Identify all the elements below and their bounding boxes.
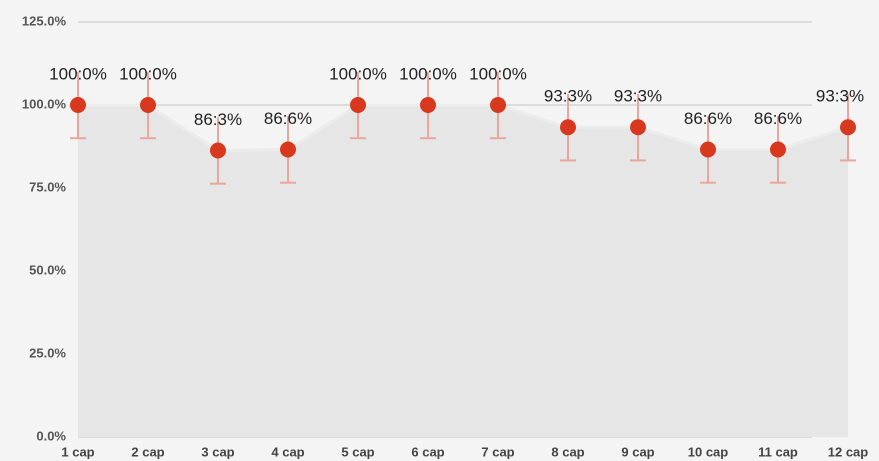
data-label: 93:3% — [816, 87, 864, 106]
data-label: 100:0% — [469, 64, 527, 83]
x-tick-label: 8 cap — [551, 444, 584, 459]
y-tick-label: 75.0% — [29, 179, 66, 194]
data-label: 100:0% — [399, 64, 457, 83]
data-label: 86:3% — [194, 110, 242, 129]
data-label: 100:0% — [329, 64, 387, 83]
data-label: 86:6% — [684, 109, 732, 128]
data-label: 93:3% — [544, 87, 592, 106]
point — [490, 97, 506, 113]
data-label: 100:0% — [49, 64, 107, 83]
y-tick-label: 125.0% — [22, 13, 67, 28]
point — [840, 119, 856, 136]
data-label: 100:0% — [119, 64, 177, 83]
point — [770, 141, 786, 158]
point — [630, 119, 646, 136]
x-tick-label: 1 cap — [61, 444, 94, 459]
x-tick-label: 4 cap — [271, 444, 304, 459]
x-tick-label: 3 cap — [201, 444, 234, 459]
data-label: 86:6% — [264, 109, 312, 128]
point — [140, 97, 156, 113]
x-tick-label: 9 cap — [621, 444, 654, 459]
point — [350, 97, 366, 113]
x-tick-label: 10 cap — [688, 444, 729, 459]
area — [78, 105, 848, 437]
point — [70, 97, 86, 113]
point — [210, 142, 226, 159]
point — [420, 97, 436, 113]
x-tick-label: 5 cap — [341, 444, 374, 459]
line — [78, 103, 849, 152]
y-tick-label: 25.0% — [29, 345, 66, 360]
y-tick-label: 0.0% — [36, 428, 66, 443]
data-label: 93:3% — [614, 87, 662, 106]
point — [280, 141, 296, 158]
x-tick-label: 12 cap — [828, 444, 869, 459]
x-tick-label: 6 cap — [411, 444, 444, 459]
data-label: 86:6% — [754, 109, 802, 128]
point — [560, 119, 576, 136]
y-tick-label: 50.0% — [29, 262, 66, 277]
x-tick-label: 7 cap — [481, 444, 514, 459]
x-tick-label: 11 cap — [758, 444, 798, 459]
point — [700, 141, 716, 158]
x-tick-label: 2 cap — [131, 444, 164, 459]
y-tick-label: 100.0% — [22, 96, 67, 111]
